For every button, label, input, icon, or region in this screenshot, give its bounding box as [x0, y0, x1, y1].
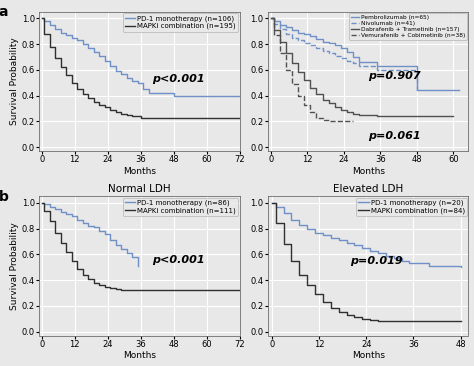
- Text: p<0.001: p<0.001: [152, 74, 204, 84]
- Y-axis label: Survival Probability: Survival Probability: [10, 222, 19, 310]
- X-axis label: Months: Months: [352, 167, 384, 176]
- Y-axis label: Survival Probability: Survival Probability: [10, 38, 19, 126]
- Legend: PD-1 monotherapy (n=106), MAPKi combination (n=195): PD-1 monotherapy (n=106), MAPKi combinat…: [123, 13, 238, 31]
- Title: Elevated LDH: Elevated LDH: [333, 184, 403, 194]
- Text: a: a: [0, 5, 9, 19]
- X-axis label: Months: Months: [352, 351, 384, 361]
- Legend: PD-1 monotherapy (n=86), MAPKi combination (n=111): PD-1 monotherapy (n=86), MAPKi combinati…: [123, 198, 238, 216]
- Legend: Pembrolizumab (n=65), Nivolumab (n=41), Dabrafenib + Trametinib (n=157), Vemuraf: Pembrolizumab (n=65), Nivolumab (n=41), …: [349, 13, 467, 40]
- Legend: PD-1 monotherapy (n=20), MAPKi combination (n=84): PD-1 monotherapy (n=20), MAPKi combinati…: [356, 198, 467, 216]
- X-axis label: Months: Months: [123, 167, 156, 176]
- X-axis label: Months: Months: [123, 351, 156, 361]
- Text: p=0.907: p=0.907: [368, 71, 421, 81]
- Text: p=0.019: p=0.019: [350, 256, 403, 266]
- Text: p=0.061: p=0.061: [368, 131, 421, 141]
- Text: p<0.001: p<0.001: [152, 254, 204, 265]
- Text: b: b: [0, 190, 9, 203]
- Title: Normal LDH: Normal LDH: [108, 184, 171, 194]
